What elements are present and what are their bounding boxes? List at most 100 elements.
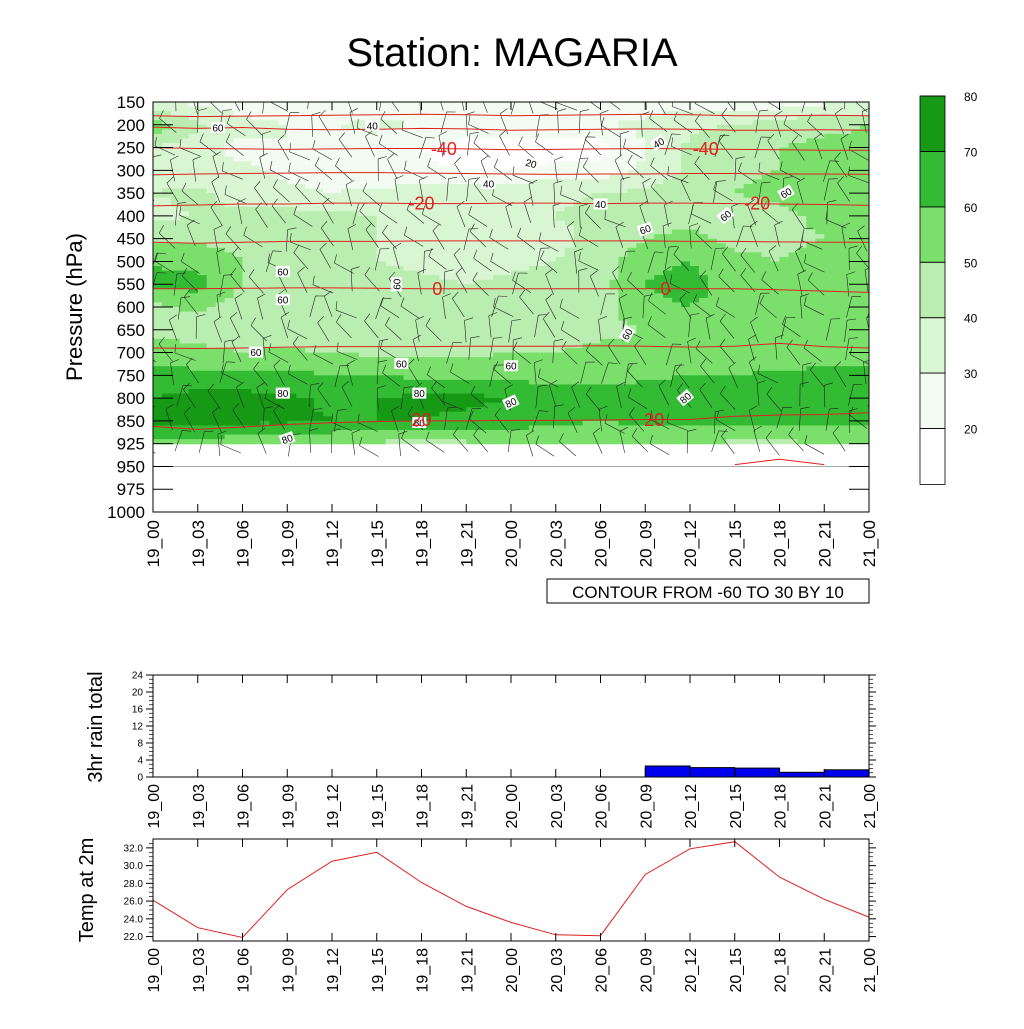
shaded-cell (161, 320, 172, 326)
shaded-cell (457, 348, 467, 354)
shaded-cell (761, 206, 772, 212)
shaded-cell (779, 338, 790, 345)
shaded-cell (269, 197, 279, 203)
shaded-cell (493, 284, 503, 290)
shaded-cell (833, 297, 843, 304)
shaded-cell (591, 329, 602, 335)
shaded-cell (475, 329, 485, 335)
shaded-cell (707, 361, 718, 367)
shaded-cell (663, 161, 673, 167)
shaded-cell (636, 284, 646, 290)
shaded-cell (251, 111, 261, 117)
shaded-cell (153, 129, 163, 135)
shaded-cell (806, 184, 816, 190)
shaded-cell (349, 316, 360, 322)
shaded-cell (376, 307, 387, 313)
shaded-cell (448, 284, 458, 290)
shaded-cell (349, 206, 360, 212)
shaded-cell (305, 115, 315, 121)
shaded-cell (457, 338, 467, 345)
shaded-cell (484, 275, 494, 281)
shaded-cell (797, 124, 807, 130)
shaded-cell (851, 211, 861, 217)
shaded-cell (519, 256, 530, 263)
shaded-cell (806, 225, 816, 231)
shaded-cell (627, 270, 637, 276)
shaded-cell (161, 252, 172, 258)
shaded-cell (358, 293, 369, 299)
shaded-cell (546, 334, 557, 340)
shaded-cell (860, 288, 869, 294)
shaded-cell (188, 270, 199, 276)
shaded-cell (161, 197, 172, 203)
shaded-cell (734, 361, 745, 367)
shaded-cell (716, 370, 727, 376)
shaded-cell (546, 370, 557, 376)
shaded-cell (815, 266, 825, 272)
shaded-cell (394, 370, 405, 376)
shaded-cell (618, 184, 628, 190)
shaded-cell (412, 188, 423, 194)
shaded-cell (349, 165, 360, 171)
shaded-cell (734, 124, 745, 130)
shaded-cell (582, 361, 593, 367)
shaded-cell (394, 179, 405, 185)
shaded-cell (627, 293, 637, 299)
shaded-cell (690, 115, 700, 121)
shaded-cell (511, 111, 521, 117)
shaded-cell (305, 338, 315, 345)
shaded-cell (323, 243, 333, 249)
shaded-cell (555, 320, 566, 326)
shaded-cell (251, 129, 261, 135)
shaded-cell (358, 393, 369, 399)
shaded-cell (672, 370, 682, 376)
shaded-cell (528, 106, 539, 112)
shaded-cell (332, 275, 342, 281)
shaded-cell (663, 329, 673, 335)
shaded-cell (681, 193, 691, 199)
shaded-cell (546, 252, 557, 258)
shaded-cell (725, 184, 736, 190)
shaded-cell (349, 284, 360, 290)
shaded-cell (242, 147, 253, 153)
shaded-cell (457, 111, 467, 117)
shaded-cell (394, 352, 405, 358)
shaded-cell (457, 174, 467, 181)
shaded-cell (564, 138, 575, 144)
shaded-cell (502, 256, 512, 263)
shaded-cell (502, 243, 512, 249)
shaded-cell (690, 302, 700, 308)
shaded-cell (323, 266, 333, 272)
shaded-cell (537, 366, 548, 372)
shaded-cell (555, 143, 566, 149)
shaded-cell (448, 197, 458, 203)
shaded-cell (698, 115, 709, 121)
shaded-cell (716, 311, 727, 317)
shaded-cell (761, 288, 772, 294)
shaded-cell (725, 352, 736, 358)
shaded-cell (394, 234, 405, 240)
shaded-cell (672, 252, 682, 258)
shaded-cell (349, 211, 360, 217)
shaded-cell (260, 297, 270, 304)
shaded-cell (367, 115, 378, 121)
shaded-cell (278, 311, 288, 317)
shaded-cell (627, 334, 637, 340)
shaded-cell (734, 352, 745, 358)
shaded-cell (269, 179, 279, 185)
shaded-cell (537, 334, 548, 340)
shaded-cell (376, 161, 387, 167)
shaded-cell (215, 357, 226, 363)
shaded-cell (698, 357, 709, 363)
shaded-cell (502, 143, 512, 149)
shaded-cell (153, 147, 163, 153)
shaded-cell (394, 320, 405, 326)
shaded-cell (367, 211, 378, 217)
shaded-cell (725, 325, 736, 331)
shaded-cell (698, 338, 709, 345)
shaded-cell (197, 106, 208, 112)
shaded-cell (153, 307, 163, 313)
shaded-cell (466, 284, 476, 290)
shaded-cell (224, 279, 235, 285)
shaded-cell (278, 215, 288, 222)
